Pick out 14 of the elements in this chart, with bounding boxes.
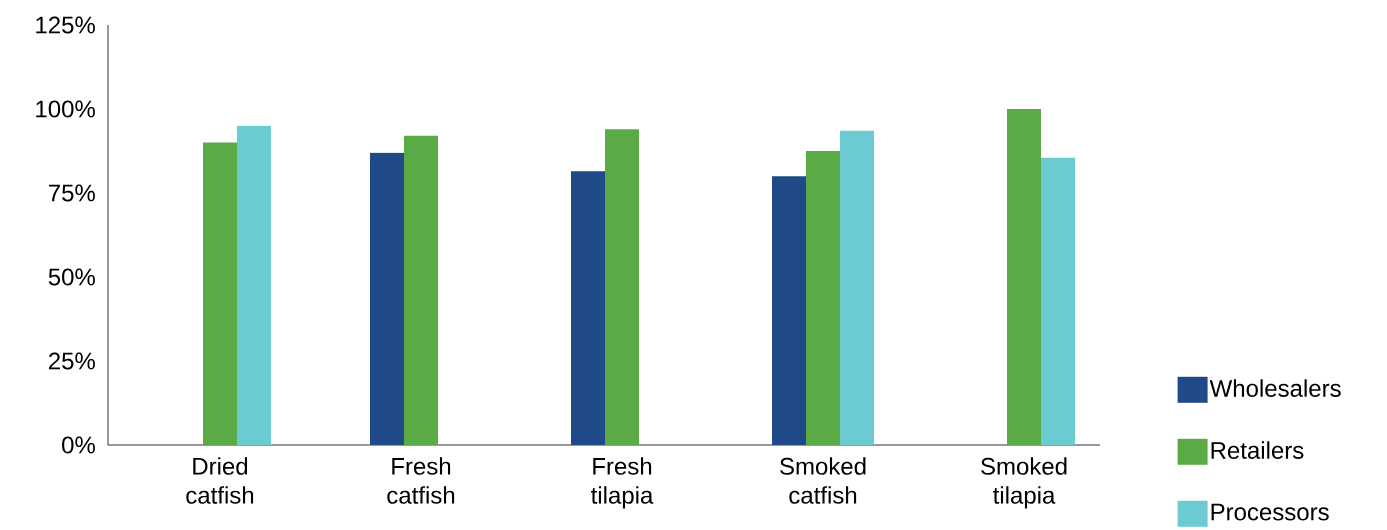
y-tick-label: 125% (36, 16, 95, 34)
y-tick-label: 75% (49, 184, 95, 202)
x-tick-label: Fresh catfish (387, 457, 455, 504)
x-tick-label: Fresh tilapia (591, 457, 654, 509)
x-tick-label: Dried catfish (186, 457, 254, 504)
y-tick-label: 50% (48, 268, 95, 286)
y-tick-label: 25% (48, 352, 95, 370)
x-tick-label: Smoked tilapia (981, 457, 1067, 509)
legend-label: Wholesalers (1209, 379, 1341, 397)
x-tick-label: Smoked catfish (780, 457, 866, 504)
y-tick-label: 0% (62, 436, 95, 454)
legend-label: Retailers (1211, 441, 1304, 459)
legend-label: Processors (1211, 503, 1329, 521)
y-tick-label: 100% (36, 100, 95, 118)
